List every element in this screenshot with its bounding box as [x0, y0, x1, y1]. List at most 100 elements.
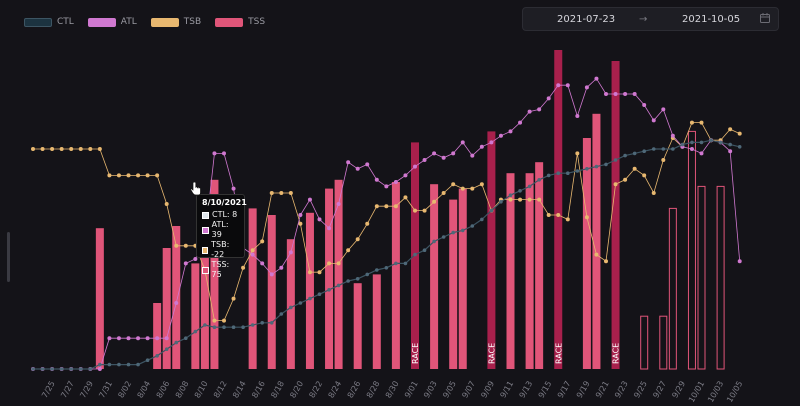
tss-bar	[611, 61, 620, 369]
tss-bar	[592, 113, 601, 369]
tsb-point	[69, 147, 74, 151]
tsb-point	[136, 173, 141, 178]
ctl-point	[632, 151, 637, 156]
atl-point	[136, 336, 141, 341]
tsb-point	[50, 147, 55, 151]
tsb-point	[298, 221, 303, 226]
x-tick-label: 10/05	[725, 380, 744, 404]
tsb-point	[413, 208, 417, 213]
legend-item-ctl[interactable]: CTL	[24, 17, 74, 27]
ctl-point	[384, 266, 389, 270]
x-tick-label: 8/28	[365, 380, 382, 400]
x-tick-label: 8/08	[174, 380, 191, 400]
atl-point	[594, 76, 599, 81]
tsb-point	[212, 318, 217, 323]
atl-point	[250, 252, 255, 257]
x-tick-label: 9/21	[594, 380, 611, 400]
ctl-point	[460, 228, 465, 233]
ctl-point	[518, 189, 522, 193]
tss-bar	[162, 248, 171, 369]
ctl-point	[193, 329, 198, 334]
atl-point	[432, 151, 437, 156]
legend-label: TSB	[183, 17, 202, 27]
tss-bar-planned	[716, 185, 725, 370]
tsb-point	[604, 259, 608, 264]
legend-label: ATL	[120, 17, 137, 27]
tss-bar	[286, 239, 295, 369]
ctl-point	[308, 296, 312, 301]
atl-point	[222, 151, 226, 156]
atl-point	[737, 259, 742, 264]
atl-point	[97, 367, 102, 371]
legend-item-tsb[interactable]: TSB	[150, 17, 202, 27]
x-tick-label: 9/13	[518, 380, 535, 400]
tooltip-row: CTL: 8	[202, 210, 239, 220]
ctl-point	[107, 362, 112, 367]
atl-point	[145, 336, 150, 341]
x-tick-label: 9/29	[670, 380, 687, 400]
tsb-point	[374, 204, 379, 209]
legend-item-tss[interactable]: TSS	[215, 17, 265, 27]
tss-bar-planned	[668, 207, 677, 370]
atl-point	[728, 149, 733, 154]
ctl-point	[164, 347, 169, 352]
tss-bar	[305, 212, 314, 369]
x-tick-label: 9/23	[613, 380, 630, 400]
atl-point	[393, 180, 398, 184]
ctl-point	[88, 367, 93, 371]
tss-bar	[95, 228, 104, 369]
tsb-point	[88, 147, 93, 151]
tsb-point	[632, 166, 637, 171]
ctl-point	[585, 167, 589, 171]
tsb-point	[441, 191, 446, 195]
start-date-field[interactable]: 2021-07-23	[557, 13, 616, 25]
end-date-field[interactable]: 2021-10-05	[682, 13, 741, 25]
ctl-point	[365, 272, 370, 277]
tsb-point	[661, 158, 666, 162]
tsb-point	[288, 191, 293, 195]
ctl-point	[40, 367, 45, 371]
x-tick-label: 7/31	[97, 380, 114, 400]
ctl-point	[98, 362, 102, 367]
legend-item-atl[interactable]: ATL	[87, 17, 137, 27]
tsb-point	[59, 147, 64, 151]
tss-bar	[334, 179, 343, 369]
tsb-point	[623, 177, 628, 182]
x-tick-label: 10/03	[706, 380, 725, 404]
tss-bar	[248, 208, 257, 369]
tsb-point	[451, 182, 456, 187]
x-tick-label: 8/10	[193, 380, 210, 400]
ctl-point	[394, 261, 398, 266]
atl-point	[298, 213, 303, 217]
ctl-point	[623, 153, 627, 158]
tsb-point	[145, 173, 150, 178]
ctl-point	[222, 325, 226, 330]
x-tick-label: 8/24	[327, 380, 344, 400]
atl-point	[346, 160, 351, 165]
atl-point	[164, 336, 169, 341]
tooltip-row: TSB: -22	[202, 240, 239, 260]
x-tick-label: 7/25	[40, 380, 57, 400]
atl-point	[231, 186, 236, 191]
atl-point	[288, 250, 293, 255]
ctl-point	[699, 140, 704, 145]
ctl-point	[451, 230, 456, 235]
ctl-point	[737, 145, 742, 149]
ctl-point	[680, 142, 685, 147]
tsb-point	[479, 182, 484, 187]
calendar-icon[interactable]	[760, 13, 770, 23]
date-range-picker[interactable]: 2021-07-23 → 2021-10-05	[522, 7, 779, 31]
tss-bar	[554, 50, 563, 369]
tsb-point	[346, 248, 351, 253]
legend-swatch	[87, 17, 116, 27]
tsb-point	[737, 131, 742, 136]
atl-point	[183, 261, 188, 266]
scroll-handle[interactable]	[7, 232, 10, 282]
x-tick-label: 8/30	[384, 380, 401, 400]
atl-point	[212, 151, 217, 156]
x-tick-label: 8/14	[231, 380, 248, 400]
tsb-point	[279, 191, 284, 195]
tsb-point	[327, 261, 332, 266]
tsb-point	[537, 197, 542, 202]
